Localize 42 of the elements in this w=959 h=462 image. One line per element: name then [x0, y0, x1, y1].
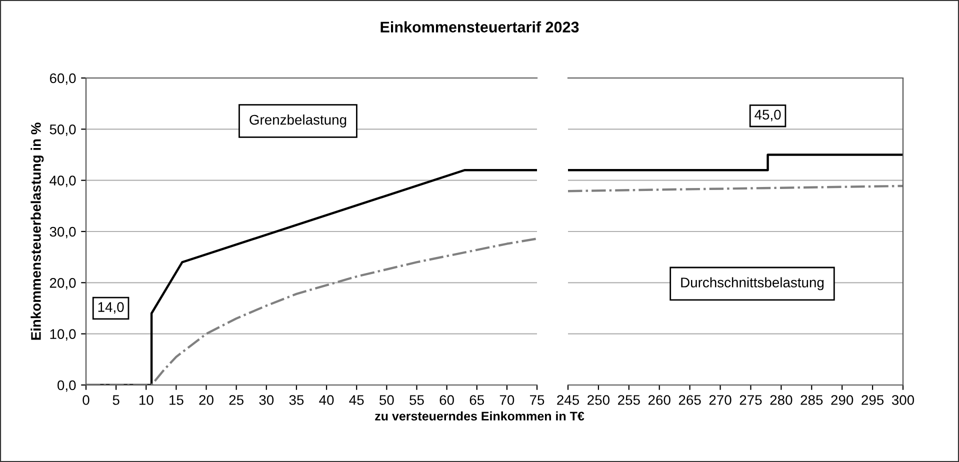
- x-tick-label: 285: [800, 395, 823, 405]
- x-tick-label: 40: [319, 395, 334, 405]
- x-tick-label: 10: [139, 395, 154, 405]
- x-tick-label: 255: [618, 395, 640, 405]
- x-tick-label: 300: [892, 395, 914, 405]
- x-tick-label: 65: [470, 395, 484, 405]
- annotation: 14,0: [98, 302, 124, 314]
- y-tick-label: 20,0: [50, 278, 76, 290]
- x-tick-label: 60: [440, 395, 454, 405]
- x-tick-label: 30: [259, 395, 274, 405]
- x-tick-label: 25: [229, 395, 244, 405]
- y-tick-label: 30,0: [50, 226, 76, 238]
- x-tick-label: 15: [170, 395, 184, 405]
- text: Grenzbelastung: [250, 114, 346, 128]
- x-tick-label: 55: [410, 395, 424, 405]
- text: Durchschnittsbelastung: [681, 277, 824, 290]
- x-tick-label: 75: [530, 395, 544, 405]
- x-tick-label: 5: [112, 395, 120, 405]
- x-tick-label: 250: [588, 395, 610, 405]
- chart-title: Einkommensteuertarif 2023: [380, 21, 579, 33]
- x-tick-label: 295: [862, 395, 884, 405]
- y-tick-label: 0,0: [58, 380, 76, 392]
- x-tick-label: 45: [349, 395, 364, 405]
- x-tick-label: 245: [557, 395, 580, 405]
- y-tick-label: 10,0: [50, 329, 76, 341]
- y-tick-label: 50,0: [50, 124, 76, 136]
- x-tick-label: 35: [289, 395, 304, 405]
- y-tick-label: 40,0: [50, 176, 76, 188]
- y-tick-label: 60,0: [50, 73, 76, 85]
- y-axis-title: Einkommensteuerbelastung in %: [30, 122, 44, 340]
- x-tick-label: 275: [740, 395, 762, 405]
- x-tick-label: 20: [199, 395, 214, 405]
- x-tick-label: 270: [709, 395, 732, 405]
- x-tick-label: 280: [770, 395, 792, 405]
- x-tick-label: 0: [82, 395, 90, 405]
- x-tick-label: 265: [678, 395, 701, 405]
- x-tick-label: 290: [831, 395, 854, 405]
- x-axis-title: zu versteuerndes Einkommen in T€: [375, 411, 584, 421]
- x-tick-label: 70: [500, 395, 514, 405]
- x-tick-label: 50: [380, 395, 394, 405]
- x-tick-label: 260: [648, 395, 670, 405]
- annotation: 45,0: [754, 110, 781, 122]
